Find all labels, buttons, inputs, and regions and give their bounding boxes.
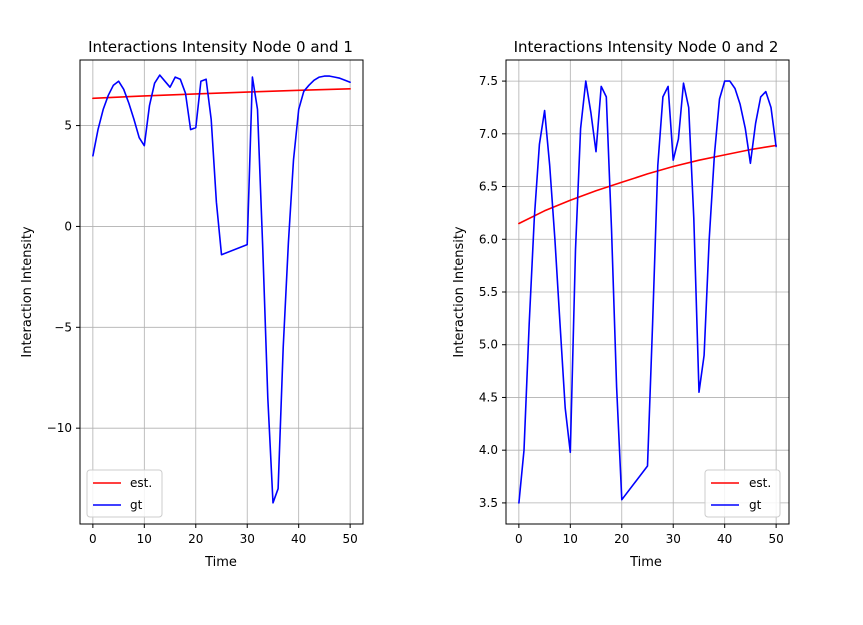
axes-frame-right (505, 59, 790, 525)
y-ticks-left: 5 0 −5 −10 (47, 119, 80, 435)
x-ticks-right: 0 10 20 30 40 50 (515, 524, 784, 546)
y-tick-label: 5.0 (479, 338, 498, 352)
legend-label-est-left: est. (130, 476, 152, 490)
axes-frame-left (79, 59, 364, 525)
series-line-est-right (518, 144, 777, 225)
x-tick-label: 10 (137, 532, 152, 546)
series-line-est-left (92, 88, 351, 100)
x-tick-label: 50 (342, 532, 357, 546)
legend-right: est. gt (704, 469, 781, 518)
subplot-left: Interactions Intensity Node 0 and 1 Time… (20, 38, 364, 570)
x-tick-label: 50 (768, 532, 783, 546)
x-ticks-left: 0 10 20 30 40 50 (89, 524, 358, 546)
chart-title-left: Interactions Intensity Node 0 and 1 (88, 38, 353, 56)
grid-left (80, 60, 363, 524)
y-tick-label: 6.5 (479, 180, 498, 194)
plot-lines-left (92, 74, 351, 504)
y-ticks-right: 3.5 4.0 4.5 5.0 5.5 6.0 6.5 7.0 7.5 (479, 74, 506, 510)
y-tick-label: 5.5 (479, 285, 498, 299)
y-axis-label-left: Interaction Intensity (20, 226, 35, 358)
x-tick-label: 40 (717, 532, 732, 546)
y-tick-label: 6.0 (479, 232, 498, 246)
y-tick-label: 7.5 (479, 74, 498, 88)
chart-title-right: Interactions Intensity Node 0 and 2 (514, 38, 779, 56)
subplot-right: Interactions Intensity Node 0 and 2 Time… (452, 38, 790, 570)
x-tick-label: 0 (89, 532, 97, 546)
x-tick-label: 20 (614, 532, 629, 546)
legend-label-gt-left: gt (130, 498, 143, 512)
x-tick-label: 30 (240, 532, 255, 546)
series-line-gt-left (92, 74, 351, 504)
x-tick-label: 10 (563, 532, 578, 546)
x-tick-label: 20 (188, 532, 203, 546)
legend-left: est. gt (86, 469, 163, 518)
y-tick-label: −5 (54, 320, 72, 334)
x-tick-label: 0 (515, 532, 523, 546)
y-tick-label: 7.0 (479, 127, 498, 141)
y-tick-label: 4.0 (479, 443, 498, 457)
x-axis-label-right: Time (629, 555, 662, 570)
x-tick-label: 40 (291, 532, 306, 546)
y-axis-label-right: Interaction Intensity (452, 226, 467, 358)
y-tick-label: 0 (64, 219, 72, 233)
x-axis-label-left: Time (204, 555, 237, 570)
plot-lines-right (518, 80, 777, 504)
y-tick-label: 5 (64, 119, 72, 133)
legend-label-gt-right: gt (749, 498, 762, 512)
y-tick-label: 3.5 (479, 496, 498, 510)
x-tick-label: 30 (666, 532, 681, 546)
y-tick-label: −10 (47, 421, 72, 435)
legend-label-est-right: est. (749, 476, 771, 490)
y-tick-label: 4.5 (479, 390, 498, 404)
series-line-gt-right (518, 80, 777, 504)
